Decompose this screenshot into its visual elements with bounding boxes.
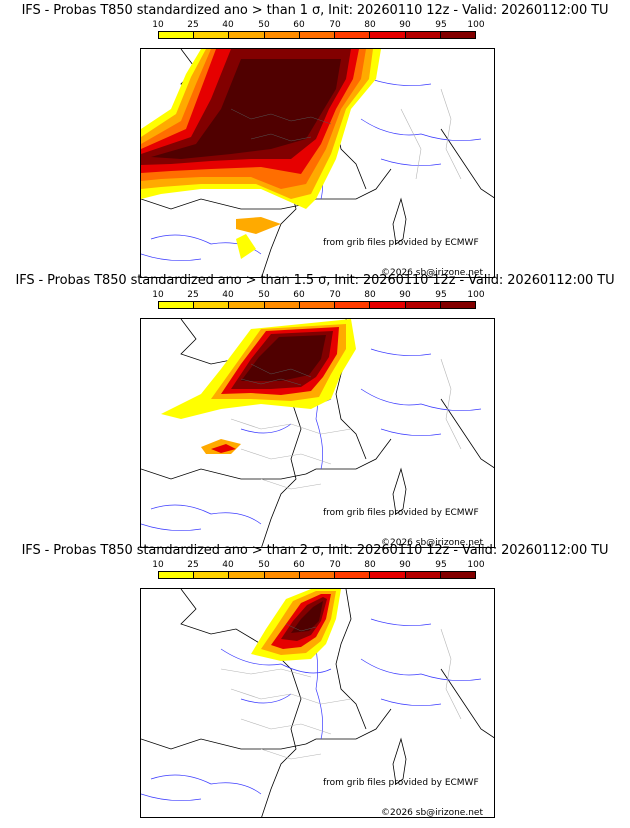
colorbar-tick: 25 (187, 560, 199, 570)
colorbar-tick: 50 (258, 560, 270, 570)
colorbar-tick: 100 (467, 290, 485, 300)
colorbar-swatch (440, 572, 475, 578)
colorbar (158, 301, 476, 309)
colorbar-swatch (264, 302, 300, 308)
colorbar-tick: 95 (435, 290, 447, 300)
copyright: ©2026 sb@irizone.net (381, 808, 483, 818)
source-note: from grib files provided by ECMWF (323, 238, 479, 248)
colorbar-tick: 70 (329, 20, 341, 30)
colorbar-tick: 80 (364, 290, 376, 300)
colorbar-tick: 40 (222, 290, 234, 300)
colorbar-tick: 90 (399, 560, 411, 570)
panel-title: IFS - Probas T850 standardized ano > tha… (15, 273, 615, 288)
source-note: from grib files provided by ECMWF (323, 508, 479, 518)
colorbar-swatch (159, 572, 195, 578)
colorbar-tick: 60 (293, 20, 305, 30)
colorbar-tick: 50 (258, 20, 270, 30)
colorbar-swatch (264, 572, 300, 578)
colorbar-swatch (299, 572, 336, 578)
colorbar-swatch (440, 302, 475, 308)
colorbar-swatch (194, 572, 230, 578)
forecast-panel-1-5sigma: IFS - Probas T850 standardized ano > tha… (0, 273, 630, 548)
colorbar-swatch (299, 32, 336, 38)
colorbar (158, 31, 476, 39)
colorbar-tick: 10 (152, 20, 164, 30)
colorbar-swatch (229, 302, 265, 308)
colorbar-swatch (194, 32, 230, 38)
panel-title: IFS - Probas T850 standardized ano > tha… (21, 543, 609, 558)
colorbar-tick: 40 (222, 560, 234, 570)
source-note: from grib files provided by ECMWF (323, 778, 479, 788)
forecast-panel-2sigma: IFS - Probas T850 standardized ano > tha… (0, 543, 630, 828)
colorbar-swatch (370, 572, 406, 578)
region-borders (400, 88, 462, 180)
colorbar-tick: 80 (364, 560, 376, 570)
colorbar-tick: 60 (293, 290, 305, 300)
probability-map: from grib files provided by ECMWF ©2026 … (140, 588, 495, 818)
colorbar-labels: 10 25 40 50 60 70 80 90 95 100 (152, 560, 484, 571)
colorbar-tick: 95 (435, 20, 447, 30)
map-graphic (141, 589, 494, 817)
probability-shading (161, 319, 356, 454)
colorbar-swatch (159, 32, 195, 38)
colorbar-labels: 10 25 40 50 60 70 80 90 95 100 (152, 290, 484, 301)
colorbar-swatch (194, 302, 230, 308)
colorbar-swatch (370, 32, 406, 38)
map-graphic (141, 319, 494, 547)
colorbar-tick: 100 (467, 20, 485, 30)
colorbar-tick: 10 (152, 290, 164, 300)
colorbar-tick: 80 (364, 20, 376, 30)
probability-map: from grib files provided by ECMWF ©2026 … (140, 48, 495, 278)
overlay-borders (285, 623, 317, 632)
forecast-panel-1sigma: IFS - Probas T850 standardized ano > tha… (0, 3, 630, 278)
colorbar-swatch (405, 32, 441, 38)
colorbar-tick: 70 (329, 290, 341, 300)
colorbar-tick: 25 (187, 20, 199, 30)
colorbar-tick: 50 (258, 290, 270, 300)
colorbar-swatch (335, 572, 371, 578)
colorbar-swatch (159, 302, 195, 308)
probability-shading (141, 49, 381, 259)
colorbar-swatch (335, 302, 371, 308)
overlay-borders (240, 363, 312, 386)
colorbar-swatch (370, 302, 406, 308)
colorbar-tick: 90 (399, 20, 411, 30)
colorbar-tick: 100 (467, 560, 485, 570)
colorbar-swatch (299, 302, 336, 308)
coastline (141, 589, 494, 817)
colorbar-swatch (264, 32, 300, 38)
colorbar-swatch (440, 32, 475, 38)
colorbar-swatch (335, 32, 371, 38)
colorbar-tick: 10 (152, 560, 164, 570)
probability-shading (251, 589, 341, 661)
colorbar-swatch (405, 302, 441, 308)
colorbar-tick: 70 (329, 560, 341, 570)
colorbar-tick: 90 (399, 290, 411, 300)
colorbar-swatch (405, 572, 441, 578)
region-borders (230, 358, 462, 490)
map-graphic (141, 49, 494, 277)
region-borders (220, 628, 462, 760)
copyright: ©2026 sb@irizone.net (381, 268, 483, 278)
colorbar (158, 571, 476, 579)
colorbar-tick: 95 (435, 560, 447, 570)
colorbar-swatch (229, 32, 265, 38)
colorbar-labels: 10 25 40 50 60 70 80 90 95 100 (152, 20, 484, 31)
overlay-borders (230, 108, 332, 142)
panel-title: IFS - Probas T850 standardized ano > tha… (21, 3, 609, 18)
colorbar-tick: 60 (293, 560, 305, 570)
copyright: ©2026 sb@irizone.net (381, 538, 483, 548)
probability-map: from grib files provided by ECMWF ©2026 … (140, 318, 495, 548)
colorbar-tick: 40 (222, 20, 234, 30)
colorbar-swatch (229, 572, 265, 578)
colorbar-tick: 25 (187, 290, 199, 300)
